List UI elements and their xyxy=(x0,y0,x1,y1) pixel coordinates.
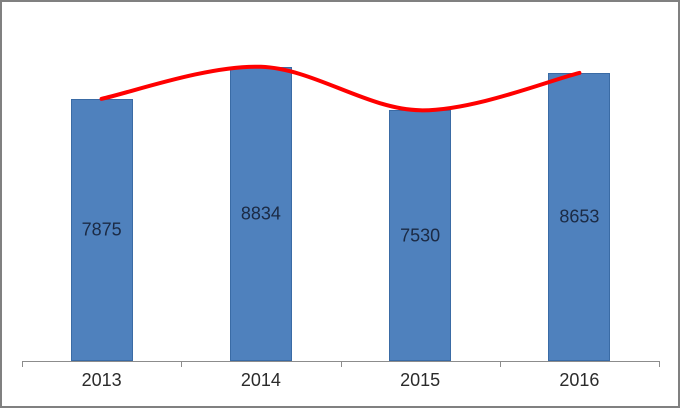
x-axis-tick xyxy=(659,362,660,367)
x-axis-label: 2016 xyxy=(559,370,600,390)
bar-2016 xyxy=(548,73,610,361)
x-axis-label: 2014 xyxy=(240,370,281,390)
x-axis-tick xyxy=(181,362,182,367)
x-axis-tick xyxy=(22,362,23,367)
x-axis-tick xyxy=(500,362,501,367)
x-axis-label: 2015 xyxy=(400,370,441,390)
trend-line xyxy=(99,64,582,113)
bar-value-label: 8653 xyxy=(559,206,600,227)
bar-value-label: 7875 xyxy=(81,219,122,240)
x-axis-label: 2013 xyxy=(81,370,122,390)
bar-2014 xyxy=(230,67,292,361)
bar-value-label: 7530 xyxy=(400,225,441,246)
bar-value-label: 8834 xyxy=(240,203,281,224)
x-axis-line xyxy=(22,361,660,362)
bar-2015 xyxy=(389,110,451,361)
bar-2013 xyxy=(71,99,133,361)
x-axis-tick xyxy=(341,362,342,367)
